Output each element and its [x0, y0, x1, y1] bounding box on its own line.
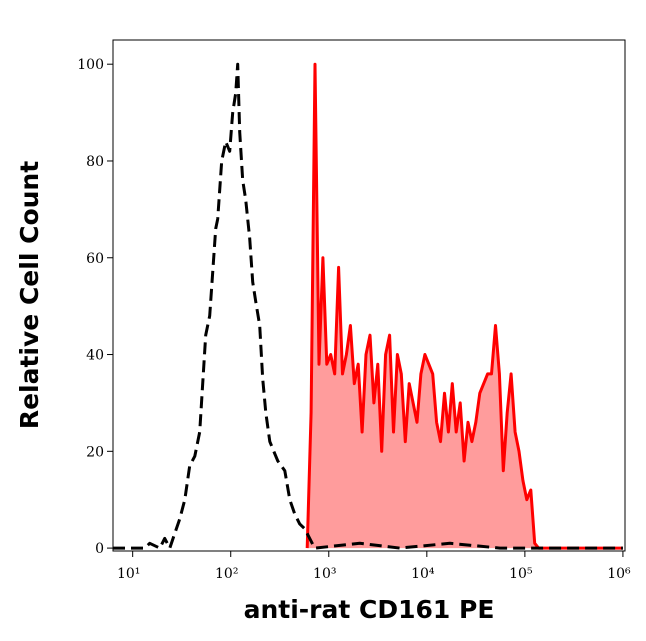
histogram-line [113, 62, 623, 550]
x-tick-label: 10⁶ [607, 566, 631, 582]
y-tick-label: 100 [77, 57, 104, 73]
y-axis-title: Relative Cell Count [15, 161, 44, 429]
x-tick-label: 10² [215, 566, 238, 582]
y-tick-label: 80 [86, 154, 104, 170]
x-tick-label: 10³ [313, 566, 336, 582]
histogram-line [305, 62, 623, 550]
x-tick-label: 10¹ [117, 566, 140, 582]
x-tick-label: 10⁵ [509, 566, 533, 582]
y-tick-label: 0 [95, 541, 104, 557]
plot-area [113, 62, 623, 550]
y-tick-label: 20 [86, 444, 104, 460]
x-axis-title: anti-rat CD161 PE [244, 595, 495, 624]
y-tick-label: 40 [86, 348, 104, 364]
plot-frame [112, 39, 626, 552]
x-tick-label: 10⁴ [411, 566, 435, 582]
y-tick-label: 60 [86, 251, 104, 267]
histogram-area [307, 64, 623, 549]
